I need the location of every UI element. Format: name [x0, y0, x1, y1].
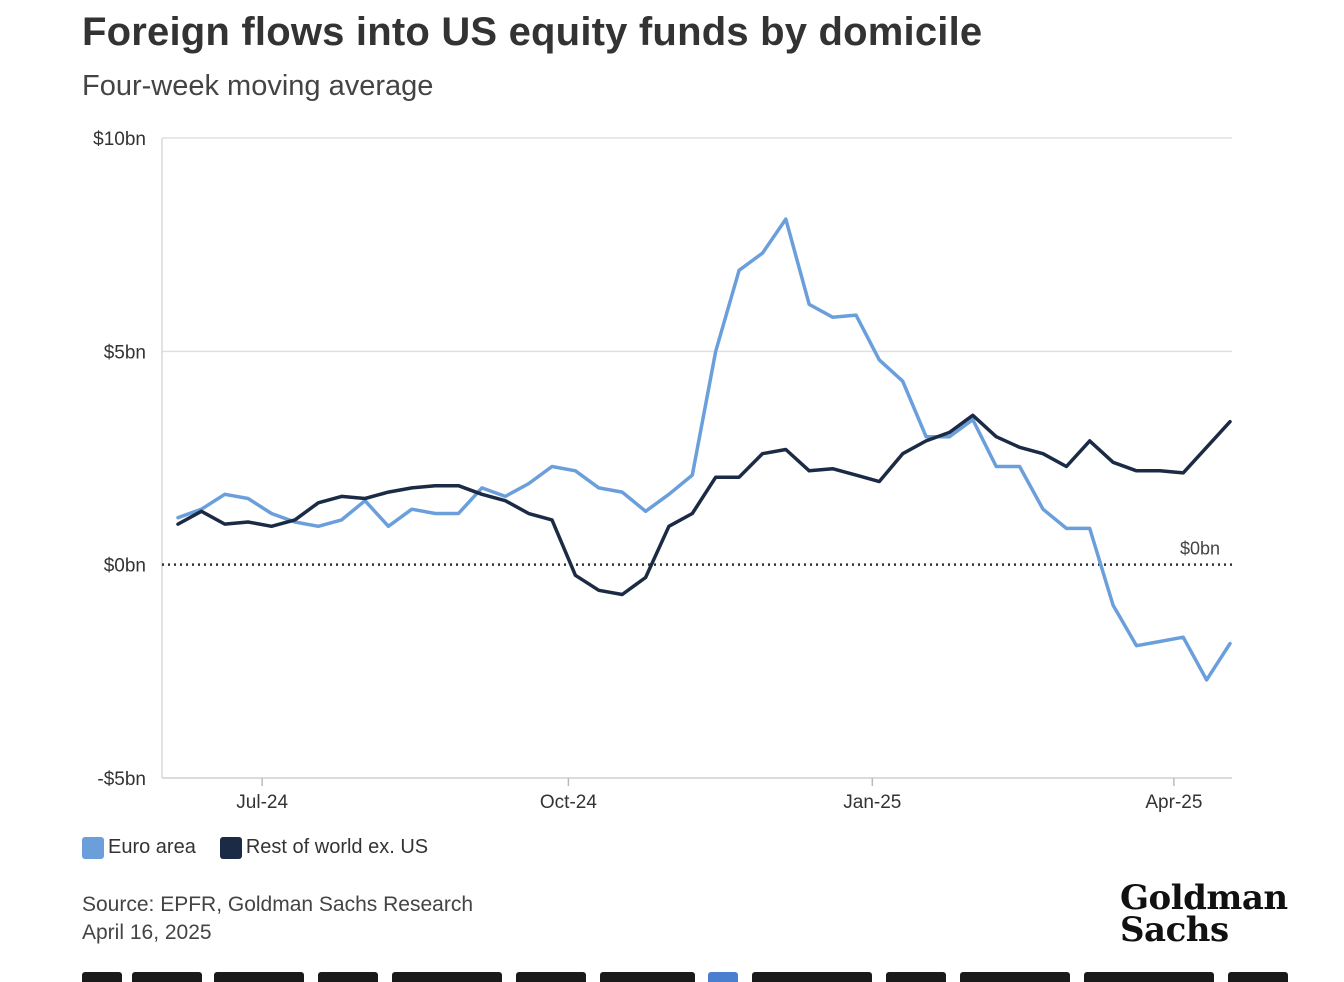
source-text: Source: EPFR, Goldman Sachs Research: [82, 893, 474, 916]
y-tick-label: -$5bn: [97, 769, 146, 790]
chart-title: Foreign flows into US equity funds by do…: [82, 10, 983, 54]
series-line-euro-area: [176, 217, 1232, 682]
legend-label-rest-of-world: Rest of world ex. US: [245, 836, 429, 858]
x-tick-label: Apr-25: [1145, 792, 1202, 813]
y-tick-label: $5bn: [104, 342, 146, 363]
source-note: Source: EPFR, Goldman Sachs Research Apr…: [82, 891, 473, 947]
x-tick-label: Jul-24: [236, 792, 288, 813]
series-lines: [176, 217, 1232, 682]
source-date: April 16, 2025: [82, 921, 212, 944]
gridlines: [162, 137, 1232, 353]
legend-item-euro-area[interactable]: Euro area: [82, 836, 196, 859]
line-chart: $10bn $5bn $0bn -$5bn $0bn Jul-24 Oct-24 Jan-25…: [93, 129, 1232, 813]
legend-swatch-rest-of-world: [219, 836, 242, 859]
zero-line-label: $0bn: [1180, 539, 1220, 559]
y-tick-label: $0bn: [104, 556, 146, 577]
logo-line-1: Goldman: [1120, 878, 1288, 918]
cropped-text-fragment: [0, 966, 1344, 982]
chart-subtitle: Four-week moving average: [82, 70, 434, 102]
legend: Euro area Rest of world ex. US: [82, 836, 452, 859]
legend-item-rest-of-world[interactable]: Rest of world ex. US: [219, 836, 429, 859]
x-tick-label: Oct-24: [540, 792, 597, 813]
tick-labels: $10bn $5bn $0bn -$5bn $0bn Jul-24 Oct-24 Jan-25…: [93, 129, 1220, 813]
y-tick-label: $10bn: [93, 129, 146, 150]
logo-line-2: Sachs: [1120, 910, 1229, 950]
x-tick-label: Jan-25: [843, 792, 901, 813]
legend-swatch-euro-area: [82, 836, 104, 859]
goldman-sachs-logo: Goldman Sachs: [1120, 878, 1288, 950]
legend-label-euro-area: Euro area: [108, 836, 196, 858]
series-line-rest-of-world: [176, 413, 1232, 597]
axes: [161, 138, 1232, 786]
